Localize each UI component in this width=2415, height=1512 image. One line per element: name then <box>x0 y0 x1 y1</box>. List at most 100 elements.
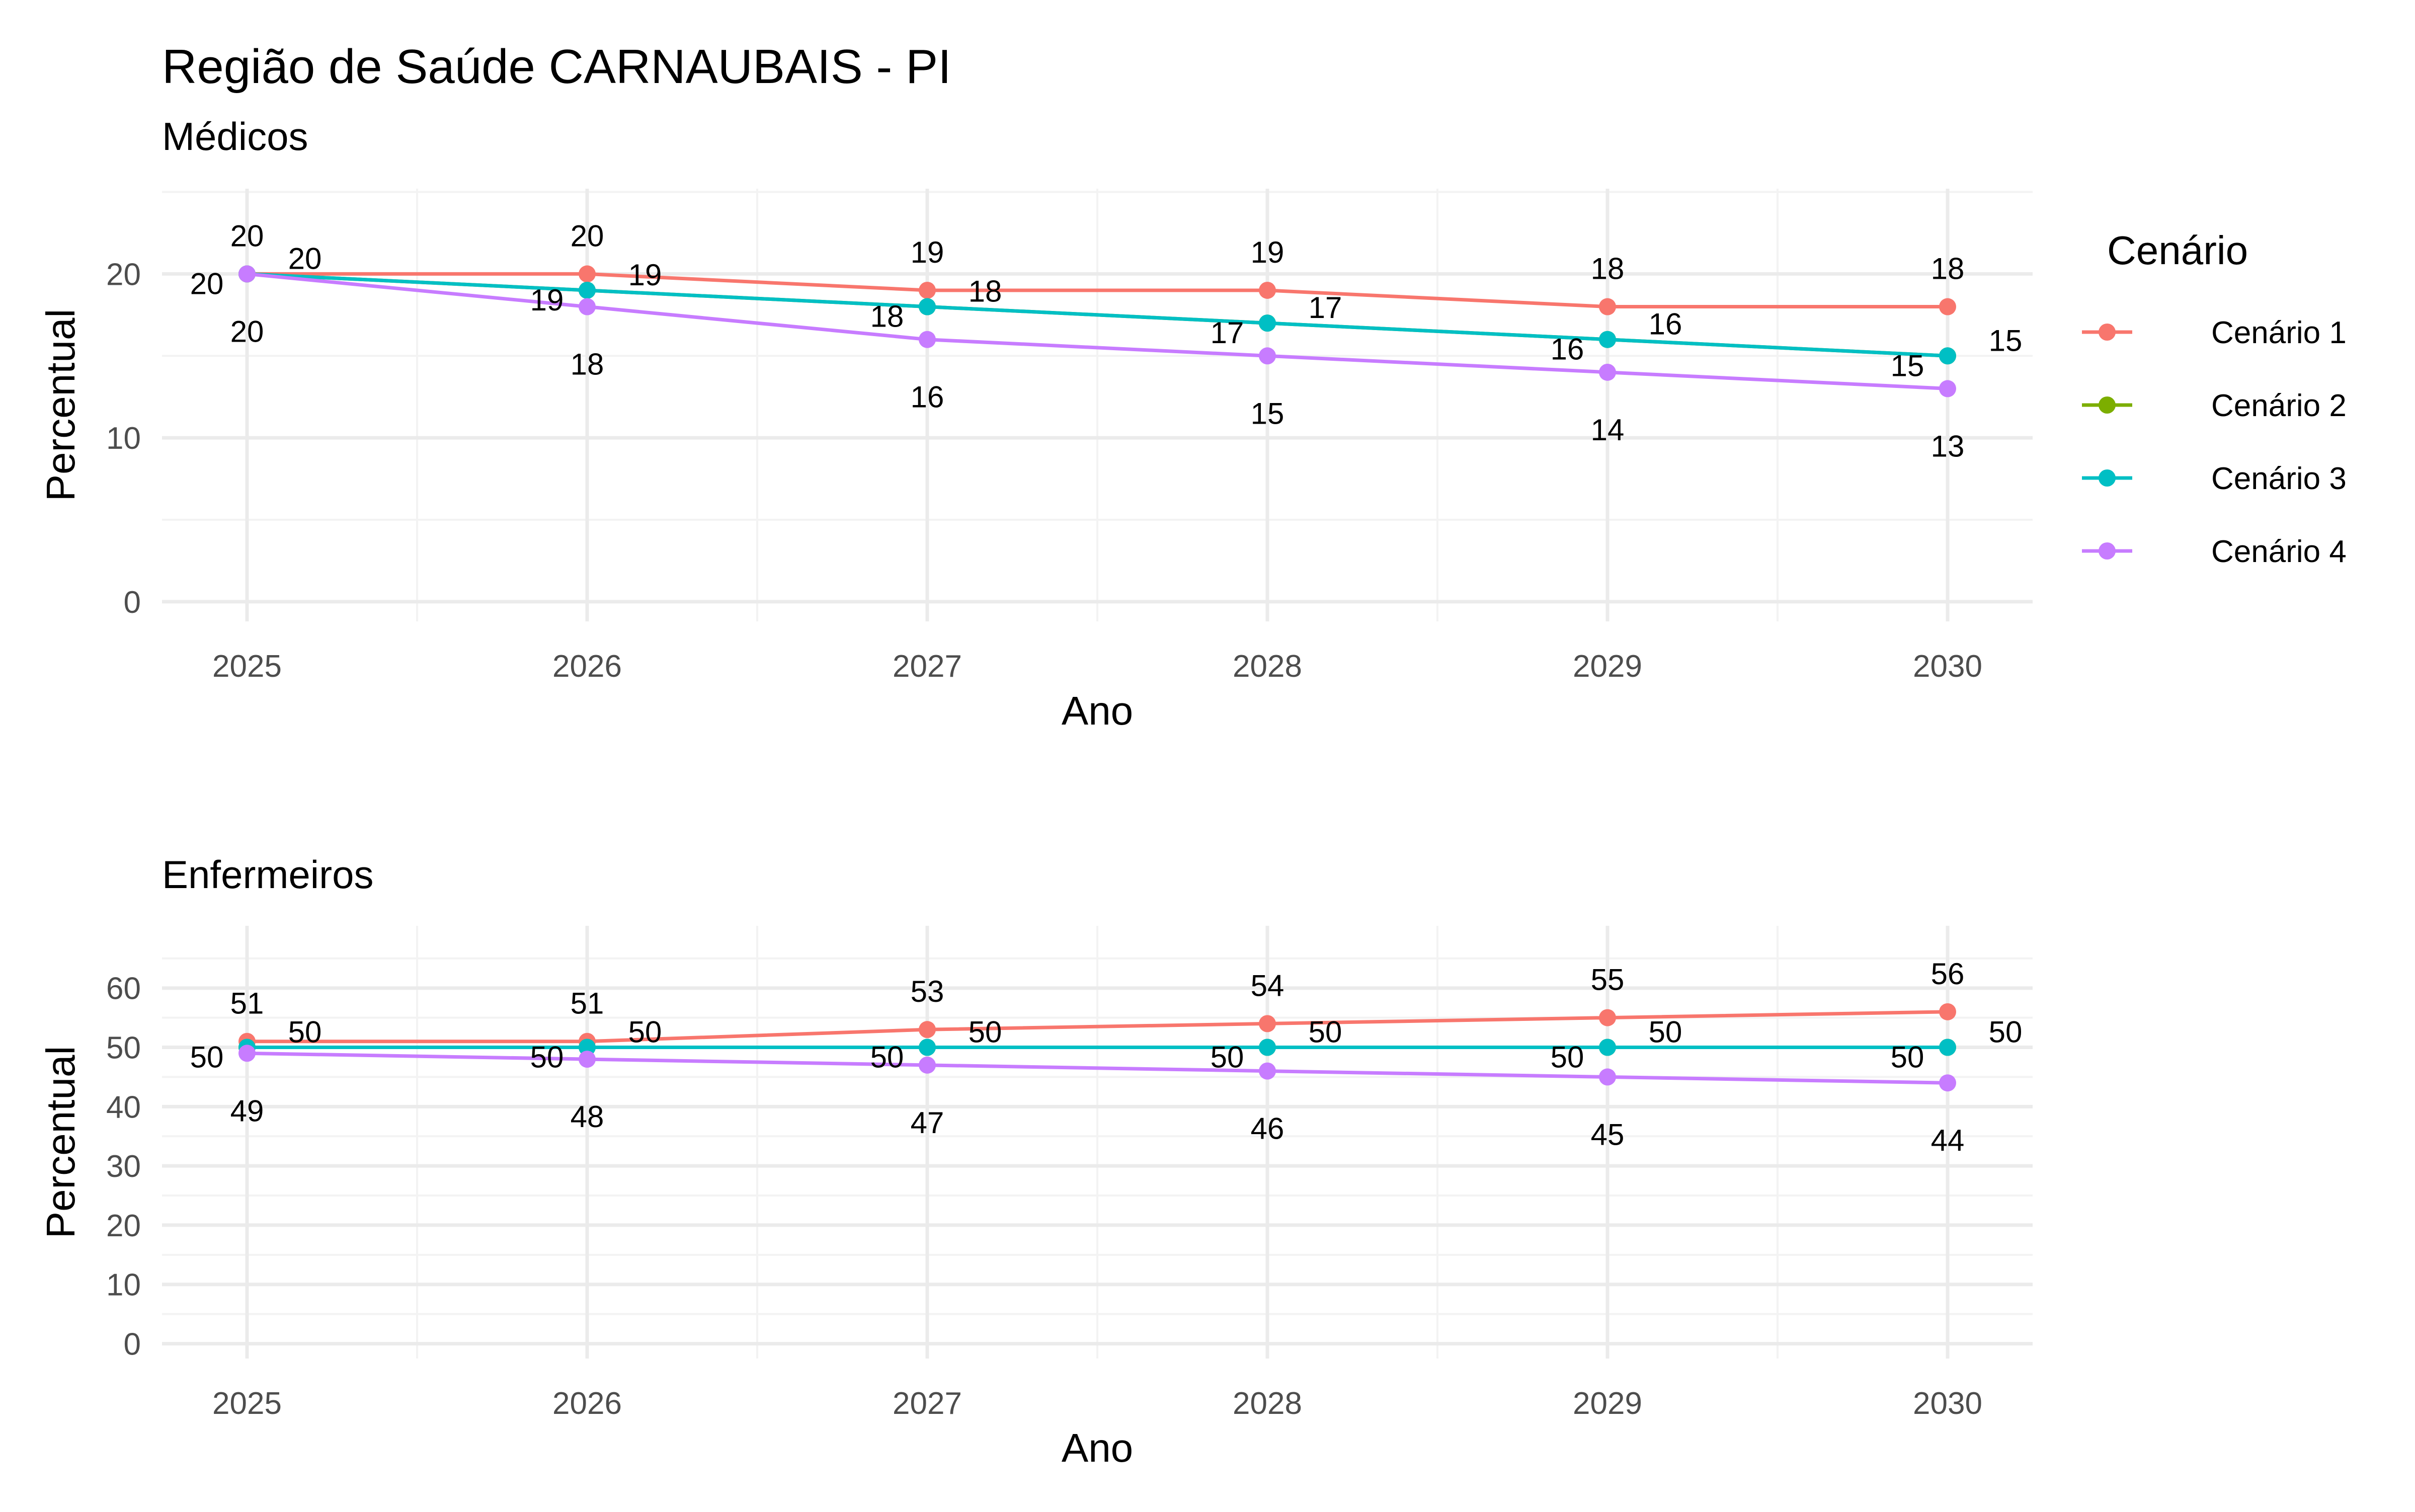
x-tick-label: 2025 <box>212 649 282 684</box>
x-tick-label: 2030 <box>1913 649 1982 684</box>
x-tick-label: 2027 <box>893 649 962 684</box>
data-label: 15 <box>1989 324 2023 357</box>
series-line-4 <box>247 272 1948 390</box>
x-axis-title-enfermeiros: Ano <box>1062 1425 1133 1470</box>
series-point-1 <box>919 1021 936 1039</box>
y-tick-label: 50 <box>106 1031 141 1066</box>
y-tick-label: 0 <box>124 585 141 620</box>
data-label: 50 <box>1891 1041 1924 1074</box>
series-point-4 <box>1599 363 1616 381</box>
y-axis-title-medicos: Percentual <box>38 309 83 501</box>
data-label: 16 <box>1551 333 1584 366</box>
series-point-4 <box>919 331 936 348</box>
series-line-1 <box>247 1010 1948 1044</box>
y-axis-title-enfermeiros: Percentual <box>38 1046 83 1238</box>
y-tick-label: 20 <box>106 1209 141 1243</box>
grid-enfermeiros <box>162 926 2033 1359</box>
data-label: 47 <box>911 1106 944 1140</box>
data-label: 20 <box>190 267 224 300</box>
data-label: 18 <box>1931 252 1965 286</box>
grid-medicos <box>162 189 2033 621</box>
data-label: 50 <box>1551 1041 1584 1074</box>
series-point-3 <box>919 298 936 315</box>
data-label: 46 <box>1251 1112 1284 1146</box>
series-line-1 <box>247 272 1948 309</box>
x-tick-label: 2028 <box>1233 649 1302 684</box>
x-tick-label: 2029 <box>1573 1386 1642 1421</box>
series-point-1 <box>1259 1015 1276 1032</box>
data-label: 19 <box>911 235 944 269</box>
data-label: 50 <box>870 1041 904 1074</box>
data-label: 50 <box>190 1041 224 1074</box>
series-point-3 <box>1599 331 1616 348</box>
data-label: 20 <box>288 242 322 275</box>
series-point-1 <box>1939 1003 1956 1020</box>
data-label: 49 <box>230 1094 264 1128</box>
data-label: 17 <box>1211 316 1244 350</box>
panel-medicos: Médicos 20202020201919181918181619171715… <box>38 114 2033 733</box>
series-point-4 <box>1259 1062 1276 1080</box>
data-label: 51 <box>230 987 264 1020</box>
y-tick-label: 30 <box>106 1149 141 1184</box>
series-line-3 <box>247 272 1948 358</box>
data-labels-medicos: 2020202020191918191818161917171518161614… <box>190 219 2023 463</box>
legend-key-point <box>2099 469 2116 487</box>
data-label: 50 <box>288 1015 322 1049</box>
data-label: 53 <box>911 975 944 1008</box>
legend-label: Cenário 3 <box>2211 461 2347 496</box>
data-label: 18 <box>571 348 604 381</box>
data-label: 17 <box>1309 291 1342 325</box>
series-point-1 <box>1939 298 1956 315</box>
panel-title-enfermeiros: Enfermeiros <box>162 852 373 897</box>
series-point-4 <box>238 265 256 283</box>
series-point-1 <box>1599 298 1616 315</box>
data-label: 19 <box>628 258 662 292</box>
data-label: 51 <box>571 987 604 1020</box>
y-tick-label: 20 <box>106 257 141 292</box>
y-tick-label: 60 <box>106 972 141 1006</box>
legend-key-point <box>2099 396 2116 414</box>
x-tick-label: 2026 <box>552 649 622 684</box>
x-tick-label: 2029 <box>1573 649 1642 684</box>
data-label: 20 <box>230 314 264 348</box>
series-point-1 <box>579 265 596 283</box>
data-label: 50 <box>969 1015 1002 1049</box>
data-label: 50 <box>1211 1041 1244 1074</box>
panel-title-medicos: Médicos <box>162 114 308 158</box>
series-point-3 <box>1259 1039 1276 1056</box>
legend-key-point <box>2099 542 2116 560</box>
x-tick-label: 2030 <box>1913 1386 1982 1421</box>
data-label: 55 <box>1591 963 1625 997</box>
tick-labels-medicos: 2025 2026 2027 2028 2029 2030 0 10 20 <box>106 257 1982 684</box>
series-point-4 <box>919 1056 936 1074</box>
data-label: 18 <box>1591 252 1625 286</box>
data-label: 56 <box>1931 957 1965 991</box>
series-point-4 <box>579 1051 596 1068</box>
x-tick-label: 2026 <box>552 1386 622 1421</box>
x-tick-label: 2027 <box>893 1386 962 1421</box>
series-point-3 <box>919 1039 936 1056</box>
series-point-4 <box>238 1045 256 1062</box>
series-enfermeiros <box>238 1003 1956 1092</box>
series-point-3 <box>1939 1039 1956 1056</box>
y-tick-label: 10 <box>106 1268 141 1303</box>
data-label: 18 <box>969 275 1002 308</box>
series-point-4 <box>1599 1068 1616 1086</box>
legend-label: Cenário 1 <box>2211 315 2347 350</box>
data-label: 50 <box>628 1015 662 1049</box>
series-point-4 <box>1259 347 1276 365</box>
data-label: 54 <box>1251 969 1284 1002</box>
x-tick-label: 2028 <box>1233 1386 1302 1421</box>
data-label: 50 <box>530 1041 564 1074</box>
series-point-1 <box>1599 1009 1616 1026</box>
series-point-1 <box>1259 281 1276 299</box>
data-label: 15 <box>1891 349 1924 382</box>
data-labels-enfermeiros: 5150504951505048535050475450504655505045… <box>190 957 2023 1157</box>
data-label: 20 <box>230 219 264 253</box>
panel-enfermeiros: Enfermeiros 5150504951505048535050475450… <box>38 852 2033 1470</box>
series-point-3 <box>1939 347 1956 365</box>
